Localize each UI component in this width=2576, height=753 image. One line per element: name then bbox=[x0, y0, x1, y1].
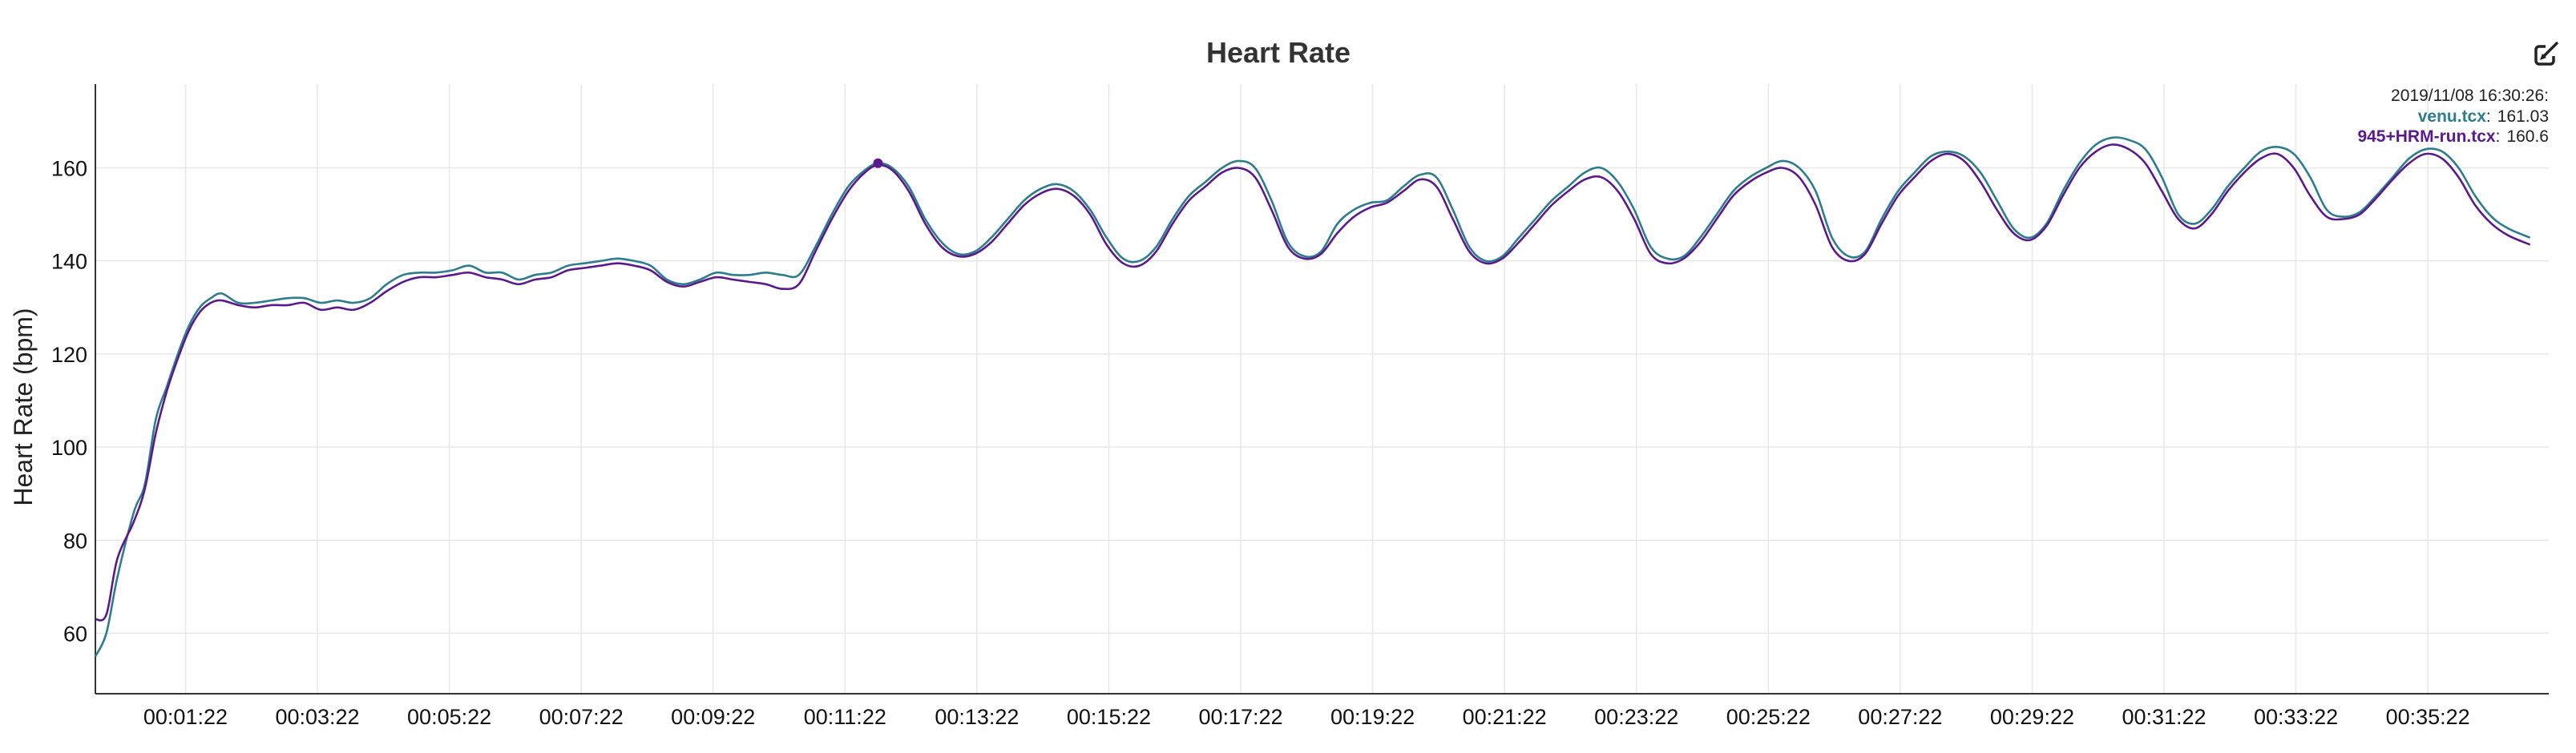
x-tick-label: 00:19:22 bbox=[1330, 705, 1415, 729]
y-tick-label: 120 bbox=[51, 343, 87, 367]
edit-icon[interactable] bbox=[2534, 42, 2560, 66]
grid-lines bbox=[95, 84, 2549, 694]
y-tick-label: 80 bbox=[63, 529, 87, 553]
y-tick-label: 60 bbox=[63, 622, 87, 646]
legend: 2019/11/08 16:30:26: venu.tcx: 161.03 945… bbox=[2357, 87, 2549, 146]
x-tick-label: 00:25:22 bbox=[1726, 705, 1811, 729]
x-tick-label: 00:33:22 bbox=[2254, 705, 2338, 729]
x-tick-label: 00:07:22 bbox=[539, 705, 624, 729]
legend-entry-venu: venu.tcx: 161.03 bbox=[2418, 107, 2549, 126]
legend-colon: : bbox=[2496, 127, 2501, 146]
series-line-venu bbox=[94, 136, 2531, 658]
x-tick-label: 00:35:22 bbox=[2386, 705, 2470, 729]
x-tick-label: 00:03:22 bbox=[275, 705, 359, 729]
legend-entry-945: 945+HRM-run.tcx: 160.6 bbox=[2357, 127, 2549, 146]
legend-timestamp: 2019/11/08 16:30:26: bbox=[2391, 87, 2549, 105]
legend-name-venu: venu.tcx bbox=[2418, 107, 2487, 126]
legend-colon: : bbox=[2486, 107, 2491, 126]
legend-name-945: 945+HRM-run.tcx bbox=[2357, 127, 2495, 146]
x-tick-label: 00:11:22 bbox=[804, 705, 886, 729]
hover-marker bbox=[873, 158, 883, 168]
y-tick-label: 100 bbox=[51, 436, 87, 460]
x-tick-label: 00:29:22 bbox=[1990, 705, 2074, 729]
x-tick-label: 00:17:22 bbox=[1198, 705, 1282, 729]
y-tick-label: 160 bbox=[51, 157, 87, 181]
y-axis-label: Heart Rate (bpm) bbox=[9, 308, 38, 505]
x-tick-label: 00:31:22 bbox=[2122, 705, 2206, 729]
hover-marker-layer bbox=[873, 158, 883, 168]
x-tick-label: 00:15:22 bbox=[1067, 705, 1151, 729]
legend-value-945: 160.6 bbox=[2506, 127, 2549, 146]
chart-title: Heart Rate bbox=[1206, 36, 1351, 69]
x-tick-label: 00:05:22 bbox=[407, 705, 491, 729]
x-tick-label: 00:13:22 bbox=[935, 705, 1019, 729]
axis-ticks: 60 80 100 120 140 160 00:01:22 00:03:22 00:05:22… bbox=[51, 157, 2470, 729]
legend-value-venu: 161.03 bbox=[2497, 107, 2549, 126]
x-tick-label: 00:09:22 bbox=[671, 705, 755, 729]
series-lines bbox=[94, 136, 2531, 658]
x-tick-label: 00:21:22 bbox=[1463, 705, 1547, 729]
x-tick-label: 00:01:22 bbox=[143, 705, 228, 729]
x-tick-label: 00:27:22 bbox=[1858, 705, 1942, 729]
series-line-945-hrm-run bbox=[95, 143, 2531, 622]
x-tick-label: 00:23:22 bbox=[1594, 705, 1678, 729]
y-tick-label: 140 bbox=[51, 250, 87, 274]
